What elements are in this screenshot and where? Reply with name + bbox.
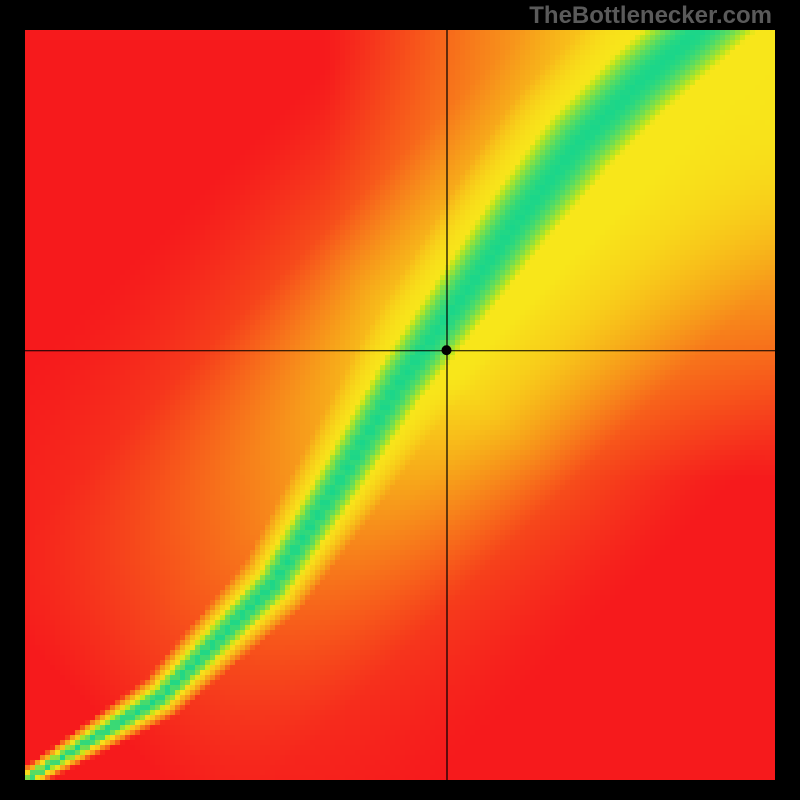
chart-container: { "chart": { "type": "heatmap", "canvas"… bbox=[0, 0, 800, 800]
watermark-text: TheBottlenecker.com bbox=[529, 2, 772, 30]
bottleneck-heatmap bbox=[25, 30, 775, 780]
